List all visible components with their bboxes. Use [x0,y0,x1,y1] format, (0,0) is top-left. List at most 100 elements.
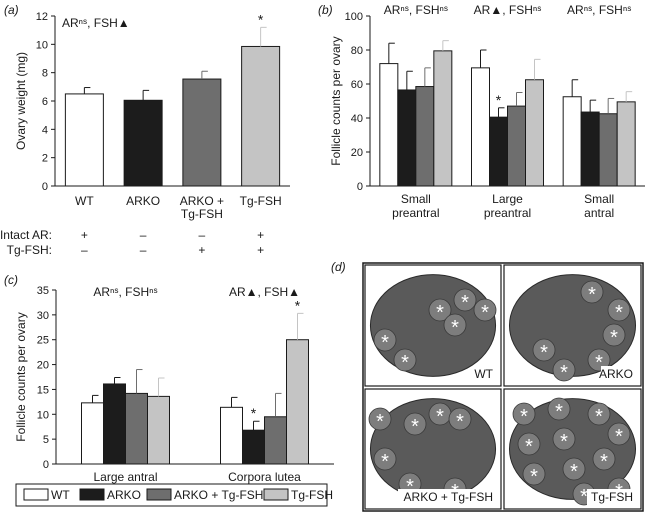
legend-label-wt: WT [51,488,70,502]
micrograph-label: Tg-FSH [591,490,633,504]
follicle-antral-large-antral-wt-bar [81,402,104,465]
follicle-marker: * [588,284,596,306]
panel-label-d: (d) [331,260,346,274]
ovary-weight-y-tick-label: 4 [42,124,48,136]
follicle-marker: * [381,332,389,354]
ovary-weight-category-label: ARKO + [180,194,224,208]
follicle-marker: * [600,451,608,473]
follicle [587,348,611,372]
follicle-marker: * [595,352,603,374]
follicle-antral-y-tick-label: 30 [37,310,49,322]
follicle-marker: * [406,476,414,498]
follicle-marker: * [525,436,533,458]
panel-label-a: (a) [4,3,19,17]
follicle-marker: * [411,416,419,438]
ovary-weight-y-tick-label: 10 [36,39,48,51]
follicle-preantral-small-preantral-tg-fsh-bar [433,50,453,187]
follicle-preantral-y-tick-label: 60 [351,79,363,91]
follicle-antral-y-tick-label: 15 [37,384,49,396]
follicle-antral-y-tick-label: 20 [37,360,49,372]
follicle [592,447,616,471]
follicle-marker: * [560,362,568,384]
genotype-mark: + [81,228,88,242]
ovary-weight-arko-tg-fsh-bar [182,78,222,187]
follicle [552,427,576,451]
micrograph-tg-fsh: ***********Tg-FSH [503,388,642,510]
legend: WT ARKO ARKO + Tg-FSH Tg-FSH [15,483,333,507]
follicle [373,328,397,352]
follicle-marker: * [615,302,623,324]
micrograph-arko: ****** ARKO [503,264,642,387]
follicle-preantral-category-label: Small [584,192,614,206]
follicle-marker: * [570,461,578,483]
follicle-preantral-small-antral-tg-fsh-bar [616,101,636,187]
ovary-weight-y-tick-label: 2 [42,153,48,165]
follicle-antral-large-antral-arko-tg-fsh-bar [125,392,148,465]
follicle-preantral-category-label: Large [492,192,523,206]
follicle-preantral-y-tick-label: 20 [351,147,363,159]
follicle-antral-y-tick-label: 35 [37,285,49,297]
follicle [532,338,556,362]
follicle-preantral-category-label: Small [401,192,431,206]
follicle-antral-corpora-lutea-wt-bar [220,406,243,465]
chart-follicle-counts-preantral: 0 20 40 60 80 100 Follicle counts per ovary Sma… [329,3,645,220]
follicle [522,462,546,486]
follicle-antral-y-tick-label: 25 [37,335,49,347]
ovary-weight-tg-fsh-bar [241,45,281,187]
follicle-preantral-y-axis-label: Follicle counts per ovary [329,36,343,165]
follicle-preantral-small-antral-arko-bar [580,111,600,187]
ovary-weight-y-tick-label: 12 [36,11,48,23]
genotype-mark: + [257,243,264,257]
follicle-preantral-stat-label: ARⁿˢ, FSHⁿˢ [567,3,631,17]
micrograph-label-bg [475,366,497,382]
ovary-weight-y-tick-label: 6 [42,96,48,108]
follicle [587,402,611,426]
legend-label-arko: ARKO [107,488,141,502]
genotype-mark: + [198,243,205,257]
micrograph-label: ARKO + Tg-FSH [404,490,493,504]
follicle-marker: * [540,342,548,364]
follicle-marker: * [401,352,409,374]
follicle-preantral-small-preantral-arko-tg-fsh-bar [415,86,435,187]
ovary-weight-category-label: WT [75,194,94,208]
chart-follicle-counts-antral-cl: 0 5 10 15 20 25 30 35 Follicle counts per ovary L… [14,285,334,484]
genotype-row-label: Tg-FSH: [7,243,52,257]
ovary-weight-arko-bar [123,99,163,187]
follicle-preantral-y-tick-label: 80 [351,45,363,57]
ovary-weight-stat-label: ARⁿˢ, FSH▲ [62,16,130,30]
follicle [607,298,631,322]
follicle-antral-category-label: Large antral [93,470,157,484]
follicle-preantral-category-label: preantral [392,206,439,220]
follicle [512,402,536,426]
genotype-mark: – [140,243,147,257]
follicle-antral-stat-label: AR▲, FSH▲ [229,285,300,299]
legend-label-arko-tgfsh: ARKO + Tg-FSH [174,488,263,502]
follicle-antral-corpora-lutea-arko-bar [242,429,265,465]
follicle-antral-stat-label: ARⁿˢ, FSHⁿˢ [93,285,157,299]
micrograph-label-bg [601,366,637,382]
follicle [602,323,626,347]
ovary-weight-category-label: Tg-FSH [181,207,223,221]
follicle-preantral-large-preantral-arko-bar [489,116,508,187]
follicle [403,412,427,436]
follicle-antral-category-label: Corpora lutea [228,470,301,484]
follicle [547,397,571,421]
follicle-antral-corpora-lutea-arko-significance-mark: * [251,405,257,421]
follicle-preantral-large-preantral-wt-bar [471,67,490,187]
follicle-antral-y-axis-label: Follicle counts per ovary [14,312,28,441]
ovary-weight-y-axis-label: Ovary weight (mg) [14,52,28,150]
follicle-preantral-small-preantral-arko-bar [397,89,417,187]
micrograph-label-bg [587,489,637,505]
follicle-antral-large-antral-tg-fsh-bar [147,395,170,465]
ovary-weight-category-label: Tg-FSH [240,194,282,208]
follicle [517,432,541,456]
legend-swatch-wt [23,488,49,501]
follicle [373,447,397,471]
ovary-section [369,274,497,377]
panel-label-b: (b) [318,3,333,17]
follicle-marker: * [580,486,588,508]
follicle-preantral-stat-label: AR▲, FSHⁿˢ [474,3,542,17]
genotype-mark: + [257,228,264,242]
